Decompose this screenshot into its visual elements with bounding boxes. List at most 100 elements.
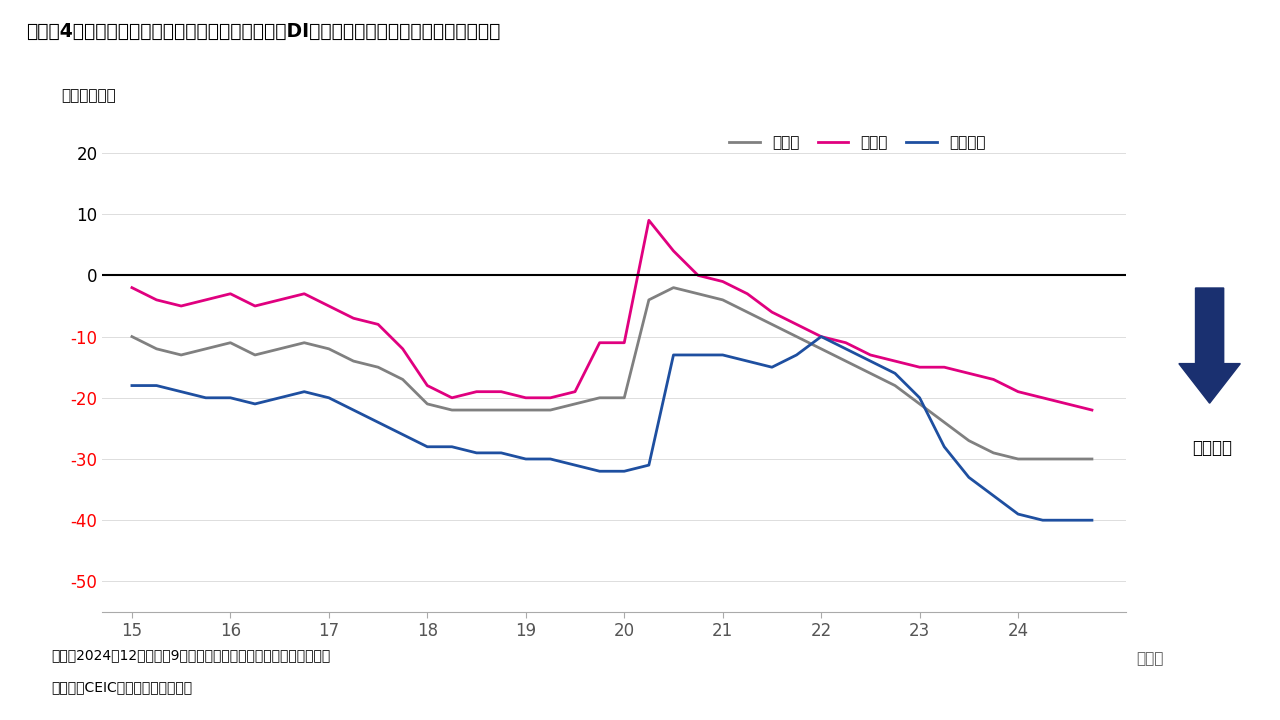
全産業 <box>716 295 731 304</box>
全産業 <box>788 332 804 341</box>
全産業 <box>838 356 854 365</box>
非製造業 <box>124 382 140 390</box>
非製造業 <box>937 442 952 451</box>
非製造業 <box>174 387 189 396</box>
製造業 <box>1060 400 1075 408</box>
製造業 <box>666 246 681 255</box>
全産業 <box>690 289 705 298</box>
非製造業 <box>764 363 780 372</box>
製造業 <box>124 283 140 292</box>
Line: 全産業: 全産業 <box>132 287 1092 459</box>
非製造業 <box>198 393 214 402</box>
非製造業 <box>1060 516 1075 524</box>
製造業 <box>468 387 484 396</box>
製造業 <box>1084 405 1100 414</box>
非製造業 <box>297 387 312 396</box>
製造業 <box>198 295 214 304</box>
全産業 <box>1084 455 1100 464</box>
非製造業 <box>814 332 829 341</box>
製造業 <box>567 387 582 396</box>
非製造業 <box>420 442 435 451</box>
非製造業 <box>887 369 902 377</box>
全産業 <box>617 393 632 402</box>
全産業 <box>174 351 189 359</box>
全産業 <box>986 449 1001 457</box>
製造業 <box>863 351 878 359</box>
全産業 <box>148 344 164 353</box>
Text: （出所）CEICよりインベスコ作成: （出所）CEICよりインベスコ作成 <box>51 680 192 694</box>
非製造業 <box>788 351 804 359</box>
製造業 <box>617 338 632 347</box>
非製造業 <box>666 351 681 359</box>
非製造業 <box>838 344 854 353</box>
全産業 <box>370 363 385 372</box>
全産業 <box>961 436 977 445</box>
製造業 <box>716 277 731 286</box>
Legend: 全産業, 製造業, 非製造業: 全産業, 製造業, 非製造業 <box>730 135 986 150</box>
非製造業 <box>321 393 337 402</box>
全産業 <box>124 332 140 341</box>
製造業 <box>396 344 411 353</box>
非製造業 <box>690 351 705 359</box>
非製造業 <box>543 455 558 464</box>
製造業 <box>518 393 534 402</box>
製造業 <box>1036 393 1051 402</box>
Text: （図表4）日本：日銀短観調査による雇用人員判断DIの推移（「過剰」－「不足」の計数）: （図表4）日本：日銀短観調査による雇用人員判断DIの推移（「過剰」－「不足」の計… <box>26 22 500 40</box>
Text: （ポイント）: （ポイント） <box>61 88 116 103</box>
全産業 <box>396 375 411 384</box>
全産業 <box>764 320 780 328</box>
製造業 <box>788 320 804 328</box>
全産業 <box>444 405 460 414</box>
全産業 <box>518 405 534 414</box>
製造業 <box>370 320 385 328</box>
全産業 <box>887 382 902 390</box>
Text: （年）: （年） <box>1137 651 1164 666</box>
全産業 <box>198 344 214 353</box>
全産業 <box>666 283 681 292</box>
非製造業 <box>518 455 534 464</box>
非製造業 <box>468 449 484 457</box>
全産業 <box>567 400 582 408</box>
全産業 <box>911 400 927 408</box>
製造業 <box>321 302 337 310</box>
非製造業 <box>961 473 977 482</box>
製造業 <box>1010 387 1025 396</box>
製造業 <box>887 356 902 365</box>
全産業 <box>641 295 657 304</box>
全産業 <box>494 405 509 414</box>
全産業 <box>1010 455 1025 464</box>
全産業 <box>321 344 337 353</box>
製造業 <box>937 363 952 372</box>
全産業 <box>543 405 558 414</box>
非製造業 <box>641 461 657 469</box>
製造業 <box>223 289 238 298</box>
全産業 <box>468 405 484 414</box>
全産業 <box>1060 455 1075 464</box>
製造業 <box>764 308 780 317</box>
全産業 <box>863 369 878 377</box>
非製造業 <box>223 393 238 402</box>
製造業 <box>814 332 829 341</box>
非製造業 <box>716 351 731 359</box>
非製造業 <box>740 356 755 365</box>
製造業 <box>591 338 607 347</box>
製造業 <box>838 338 854 347</box>
非製造業 <box>444 442 460 451</box>
製造業 <box>271 295 287 304</box>
全産業 <box>346 356 361 365</box>
製造業 <box>297 289 312 298</box>
製造業 <box>420 382 435 390</box>
全産業 <box>740 308 755 317</box>
全産業 <box>297 338 312 347</box>
全産業 <box>937 418 952 426</box>
製造業 <box>494 387 509 396</box>
非製造業 <box>271 393 287 402</box>
製造業 <box>740 289 755 298</box>
製造業 <box>148 295 164 304</box>
Text: 人手不足: 人手不足 <box>1192 439 1233 457</box>
非製造業 <box>567 461 582 469</box>
非製造業 <box>863 356 878 365</box>
非製造業 <box>1084 516 1100 524</box>
非製造業 <box>370 418 385 426</box>
全産業 <box>1036 455 1051 464</box>
